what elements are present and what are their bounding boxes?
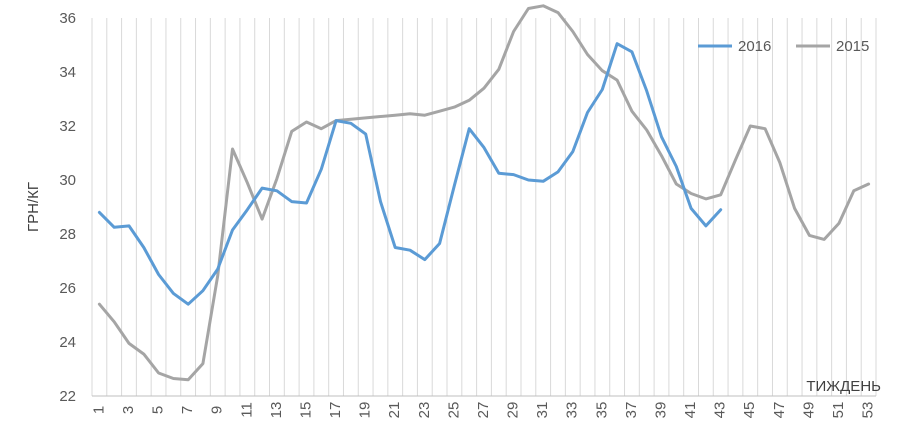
x-tick-label: 11	[238, 402, 255, 418]
x-tick-label: 33	[564, 402, 581, 419]
x-tick-label: 9	[209, 406, 226, 414]
legend: 2016 2015	[698, 38, 869, 55]
y-tick-label: 36	[59, 10, 76, 27]
x-tick-label: 51	[830, 402, 847, 419]
series-lines	[97, 4, 871, 382]
x-tick-label: 7	[179, 406, 196, 414]
series-line-2016	[97, 42, 723, 306]
x-tick-label: 25	[445, 402, 462, 419]
x-tick-label: 35	[593, 402, 610, 419]
x-tick-label: 19	[357, 402, 374, 419]
x-tick-label: 1	[90, 406, 107, 414]
x-tick-label: 13	[268, 402, 285, 419]
legend-label: 2016	[738, 38, 771, 55]
y-tick-label: 30	[59, 172, 76, 189]
x-tick-label: 43	[712, 402, 729, 419]
x-tick-label: 5	[150, 406, 167, 414]
y-tick-label: 26	[59, 280, 76, 297]
legend-label: 2015	[836, 38, 869, 55]
x-tick-label: 23	[416, 402, 433, 419]
y-tick-label: 34	[59, 64, 76, 81]
x-axis-ticks: 1 3 5 7 9 11 13 15 17 19 21 23 25 27 29 31 33 35 37 39 41 43 4…	[90, 402, 876, 419]
x-tick-label: 27	[475, 402, 492, 419]
x-tick-label: 53	[860, 402, 877, 419]
x-tick-label: 21	[386, 402, 403, 419]
y-tick-label: 24	[59, 334, 76, 351]
x-tick-label: 29	[505, 402, 522, 419]
y-axis-ticks: 22 24 26 28 30 32 34 36	[59, 10, 76, 405]
x-tick-label: 31	[534, 402, 551, 419]
x-tick-label: 47	[771, 402, 788, 419]
y-tick-label: 28	[59, 226, 76, 243]
x-tick-label: 41	[682, 402, 699, 419]
x-tick-label: 49	[800, 402, 817, 419]
vertical-gridlines	[91, 18, 877, 396]
x-tick-label: 17	[327, 402, 344, 419]
y-tick-label: 32	[59, 118, 76, 135]
y-tick-label: 22	[59, 388, 76, 405]
x-tick-label: 37	[623, 402, 640, 419]
x-tick-label: 39	[652, 402, 669, 419]
x-tick-label: 45	[741, 402, 758, 419]
x-tick-label: 3	[120, 406, 137, 414]
y-axis-title: ГРН/КГ	[25, 182, 42, 232]
series-line-2015	[97, 4, 871, 382]
x-tick-label: 15	[297, 402, 314, 419]
x-axis-title: ТИЖДЕНЬ	[806, 378, 881, 395]
